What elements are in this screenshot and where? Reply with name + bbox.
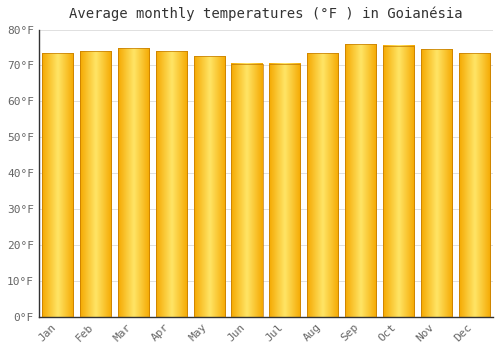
Bar bbox=[232, 64, 262, 317]
Bar bbox=[156, 51, 187, 317]
Bar bbox=[458, 53, 490, 317]
Bar bbox=[270, 64, 300, 317]
Bar bbox=[118, 48, 149, 317]
Bar bbox=[80, 51, 111, 317]
Bar bbox=[383, 46, 414, 317]
Bar bbox=[42, 53, 74, 317]
Bar bbox=[307, 53, 338, 317]
Bar bbox=[345, 44, 376, 317]
Title: Average monthly temperatures (°F ) in Goianésia: Average monthly temperatures (°F ) in Go… bbox=[69, 7, 462, 21]
Bar bbox=[421, 49, 452, 317]
Bar bbox=[194, 56, 224, 317]
